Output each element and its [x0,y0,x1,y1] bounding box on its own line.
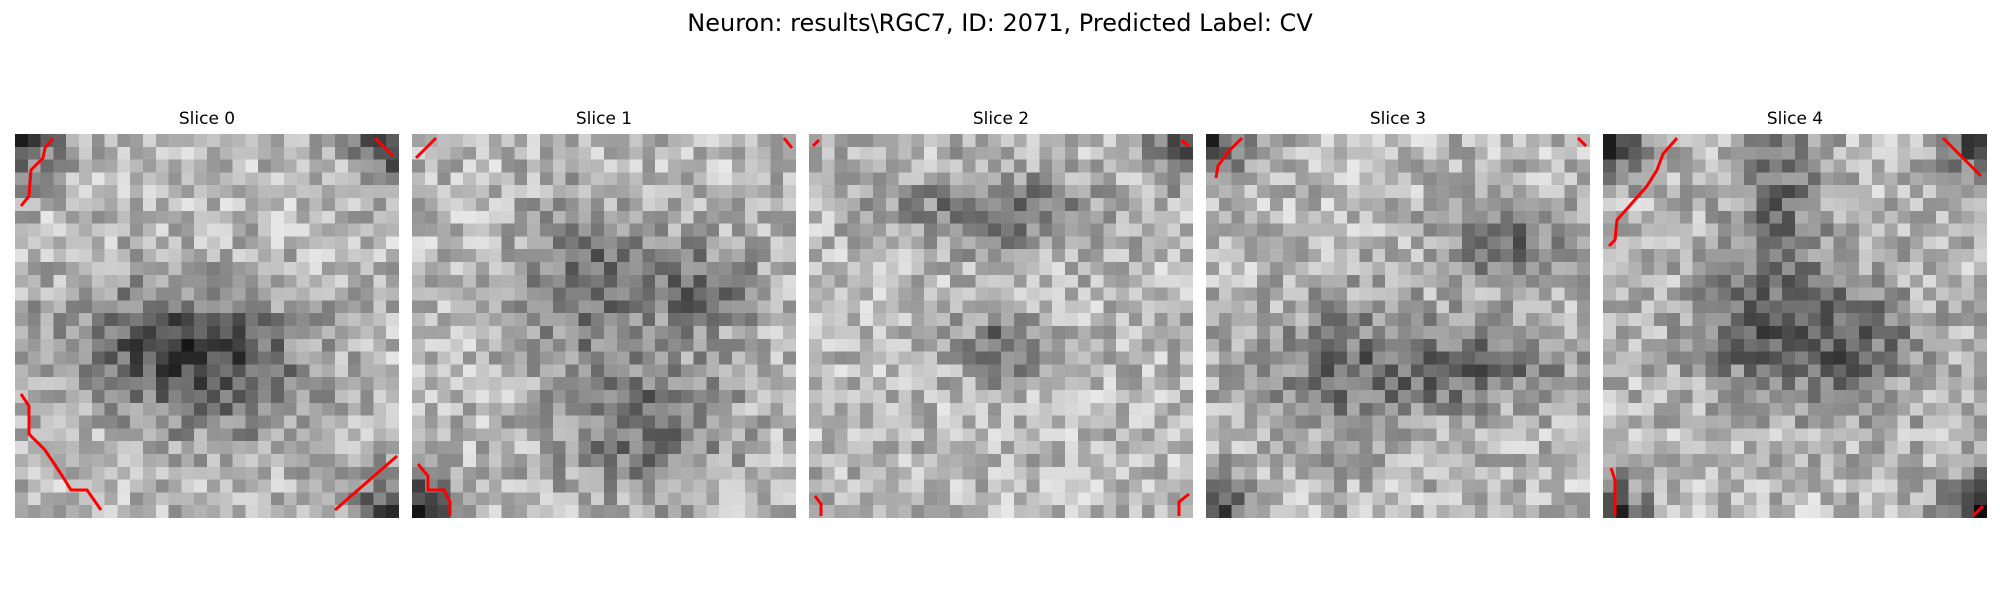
slice-image [809,134,1193,518]
slice-title: Slice 2 [972,109,1030,129]
slice-panel-1: Slice 1 [412,108,796,518]
slice-image [1603,134,1987,518]
slice-panel-2: Slice 2 [809,108,1193,518]
slice-image [1206,134,1590,518]
slice-image [15,134,399,518]
slice-title: Slice 3 [1369,109,1427,129]
slice-title: Slice 0 [178,109,236,129]
figure-title: Neuron: results\RGC7, ID: 2071, Predicte… [687,9,1313,37]
slice-image [412,134,796,518]
slice-panel-0: Slice 0 [15,108,399,518]
slice-panel-3: Slice 3 [1206,108,1590,518]
slice-title: Slice 4 [1766,109,1824,129]
slice-title: Slice 1 [575,109,633,129]
slice-panel-4: Slice 4 [1603,108,1987,518]
